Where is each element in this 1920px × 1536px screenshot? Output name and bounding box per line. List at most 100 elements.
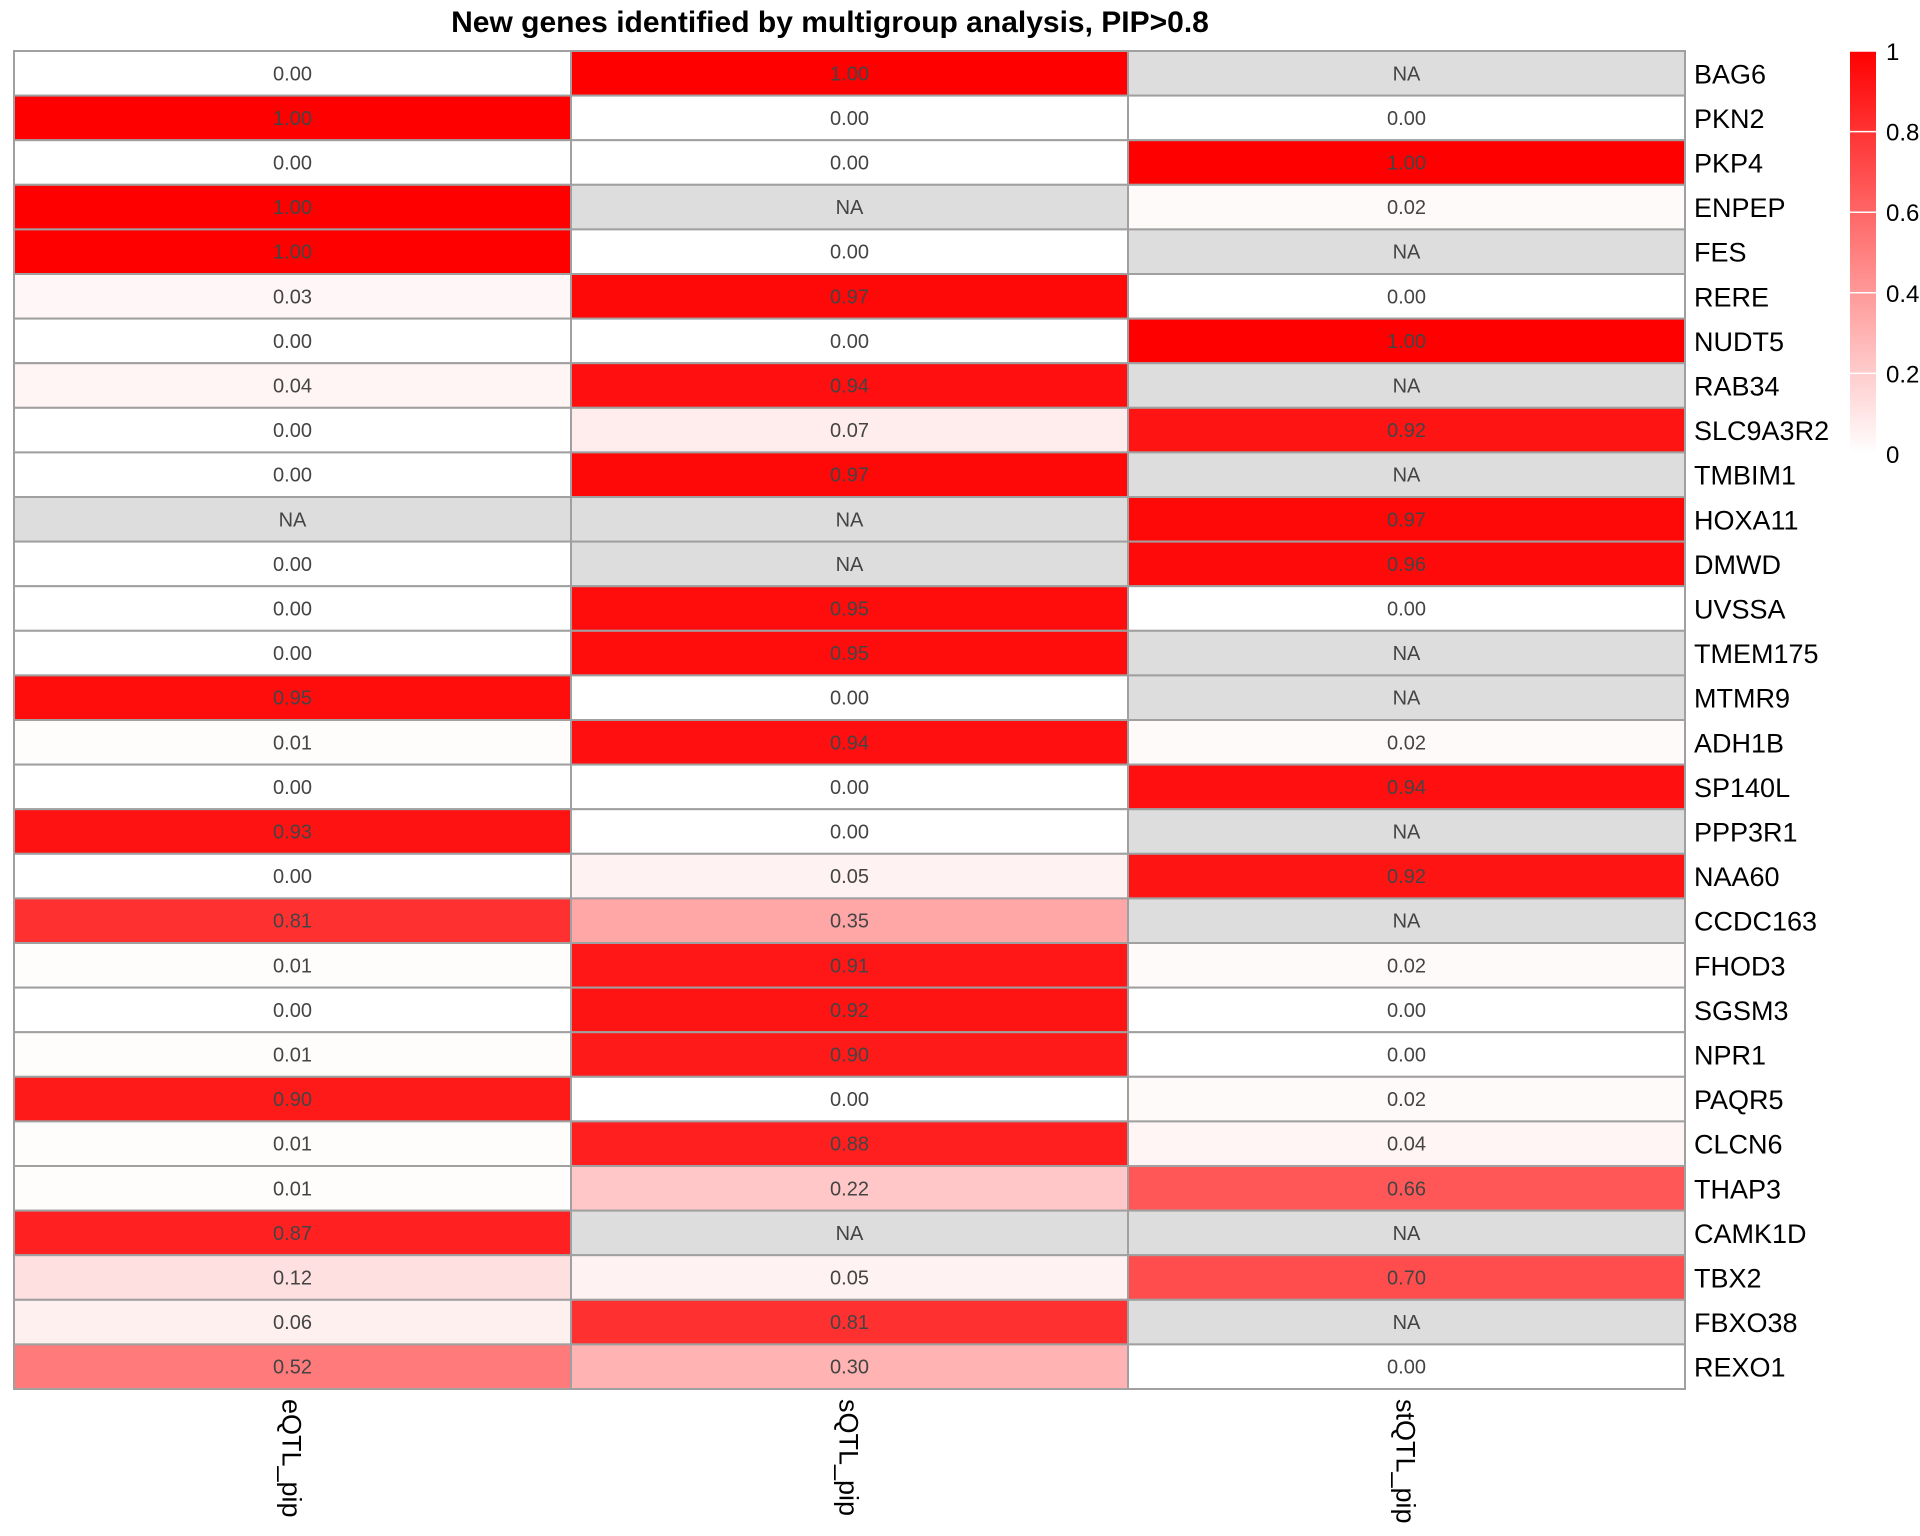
cell-value-label: 0.05	[830, 866, 869, 888]
cell-value-label: 0.00	[1387, 108, 1426, 130]
cell-value-label: 0.97	[830, 465, 869, 487]
cell-value-label: NA	[1393, 242, 1421, 264]
heatmap-cell	[13, 183, 572, 231]
row-label: SLC9A3R2	[1694, 416, 1829, 446]
heatmap-cell	[1127, 1343, 1686, 1391]
heatmap-cell	[1127, 317, 1686, 365]
cell-value-label: 1.00	[830, 63, 869, 85]
cell-value-label: 0.02	[1387, 197, 1426, 219]
cell-value-label: 1.00	[1387, 153, 1426, 175]
cell-value-label: 0.04	[1387, 1134, 1426, 1156]
legend-tick-label: 0	[1886, 442, 1899, 469]
heatmap-cell	[13, 1254, 572, 1301]
cell-value-label: 0.00	[273, 866, 312, 888]
heatmap-cell	[13, 273, 572, 320]
cell-value-label: NA	[1393, 376, 1421, 398]
cell-value-label: 0.04	[273, 376, 312, 398]
cell-value-label: 0.00	[830, 777, 869, 799]
row-label: RERE	[1694, 282, 1769, 312]
cell-value-label: 0.01	[273, 732, 312, 754]
cell-value-label: 0.03	[273, 286, 312, 308]
cell-value-label: 0.00	[1387, 286, 1426, 308]
heatmap-cell	[1127, 808, 1686, 855]
heatmap-cell	[13, 50, 572, 97]
heatmap-cell	[13, 585, 572, 632]
heatmap-cell	[570, 451, 1129, 498]
heatmap-cell	[1127, 451, 1686, 498]
heatmap-cell	[13, 1120, 572, 1168]
heatmap-cell	[13, 674, 572, 722]
cell-value-label: NA	[1393, 1312, 1421, 1334]
column-label: stQTL_pip	[1391, 1399, 1421, 1524]
heatmap-cell	[570, 1120, 1129, 1168]
cell-value-label: 0.00	[830, 108, 869, 130]
cell-value-label: 0.00	[273, 1000, 312, 1022]
row-label: REXO1	[1694, 1353, 1786, 1383]
cell-value-label: 0.01	[273, 1045, 312, 1067]
heatmap-cell	[1127, 1254, 1686, 1301]
row-label: PPP3R1	[1694, 818, 1798, 848]
heatmap-cell	[13, 1209, 572, 1257]
cell-value-label: NA	[279, 509, 307, 531]
row-label: FBXO38	[1694, 1308, 1798, 1338]
heatmap-cell	[13, 496, 572, 543]
cell-value-label: 0.00	[830, 822, 869, 844]
heatmap-cell	[13, 362, 572, 409]
heatmap-cell	[570, 273, 1129, 320]
row-label: CLCN6	[1694, 1130, 1783, 1160]
row-labels: BAG6 PKN2 PKP4 ENPEP FES RERE NUDT5 RAB34 SLC9A3…	[1694, 59, 1829, 1382]
cell-value-label: NA	[836, 1223, 864, 1245]
cell-value-label: 0.22	[830, 1178, 869, 1200]
cell-value-label: 1.00	[273, 242, 312, 264]
column-label: sQTL_pip	[834, 1399, 864, 1516]
heatmap-cell	[13, 1165, 572, 1212]
cell-value-label: 0.00	[830, 688, 869, 710]
heatmap-cell	[1127, 629, 1686, 677]
cell-value-label: 0.05	[830, 1268, 869, 1290]
heatmap-cell	[570, 317, 1129, 365]
cell-value-label: 0.00	[273, 465, 312, 487]
heatmap-cell	[570, 1343, 1129, 1391]
heatmap-cell	[570, 50, 1129, 97]
heatmap-cell	[13, 629, 572, 677]
heatmap-cell	[570, 362, 1129, 409]
heatmap-cell	[570, 852, 1129, 900]
row-label: FHOD3	[1694, 951, 1786, 981]
cell-value-label: 0.00	[273, 420, 312, 442]
cell-value-label: NA	[836, 509, 864, 531]
color-legend: 0 0.2 0.4 0.6 0.8 1	[1850, 39, 1919, 469]
row-label: SP140L	[1694, 773, 1790, 803]
legend-color-bar	[1850, 51, 1876, 454]
cell-value-label: 0.94	[830, 732, 869, 754]
cell-value-label: 0.02	[1387, 1089, 1426, 1111]
cell-value-label: 0.95	[273, 688, 312, 710]
heatmap-cell	[1127, 585, 1686, 632]
heatmap-cell	[1127, 1209, 1686, 1257]
row-label: RAB34	[1694, 372, 1780, 402]
legend-tick-label: 0.2	[1886, 361, 1919, 388]
heatmap-cell	[1127, 986, 1686, 1034]
heatmap-cell	[1127, 406, 1686, 454]
row-label: UVSSA	[1694, 595, 1786, 625]
cell-value-label: 0.96	[1387, 554, 1426, 576]
row-label: CAMK1D	[1694, 1219, 1807, 1249]
cell-value-label: 0.00	[1387, 1357, 1426, 1379]
heatmap-cell	[13, 1031, 572, 1078]
cell-value-label: 0.02	[1387, 732, 1426, 754]
row-label: PKN2	[1694, 104, 1765, 134]
heatmap-cell	[1127, 1298, 1686, 1346]
cell-value-label: 0.92	[1387, 420, 1426, 442]
heatmap-cell	[1127, 1120, 1686, 1168]
legend-tick-label: 1	[1886, 39, 1899, 66]
cell-value-label: 0.90	[830, 1045, 869, 1067]
legend-tick-label: 0.6	[1886, 200, 1919, 227]
cell-value-label: 0.70	[1387, 1268, 1426, 1290]
cell-value-label: 1.00	[273, 108, 312, 130]
cell-value-label: 0.00	[1387, 599, 1426, 621]
heatmap-cell	[570, 139, 1129, 186]
heatmap-cell	[13, 763, 572, 811]
cell-value-label: NA	[1393, 1223, 1421, 1245]
cell-value-label: 0.00	[273, 554, 312, 576]
row-label: NAA60	[1694, 862, 1780, 892]
cell-value-label: 0.00	[830, 1089, 869, 1111]
